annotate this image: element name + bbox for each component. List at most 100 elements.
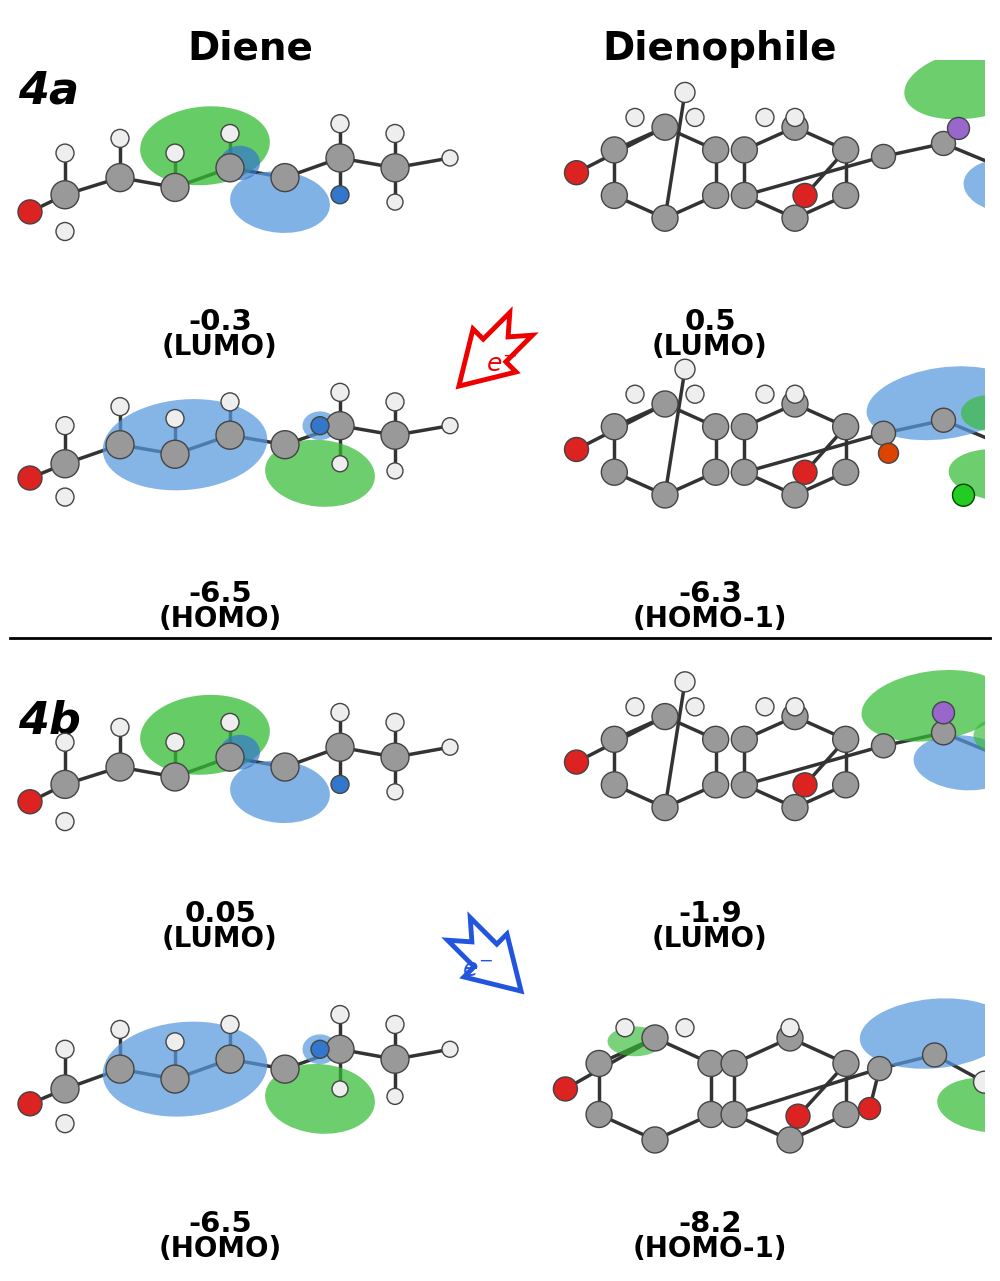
Circle shape (311, 1040, 329, 1058)
Circle shape (111, 719, 129, 737)
Circle shape (675, 359, 695, 379)
Circle shape (703, 459, 729, 485)
Circle shape (686, 698, 704, 716)
Text: Diene: Diene (187, 29, 313, 68)
Circle shape (652, 391, 678, 418)
Circle shape (111, 129, 129, 147)
Circle shape (332, 187, 348, 202)
Circle shape (331, 703, 349, 721)
Circle shape (386, 1016, 404, 1034)
Ellipse shape (220, 735, 260, 770)
Circle shape (106, 430, 134, 459)
Text: (HOMO): (HOMO) (158, 1235, 282, 1263)
Circle shape (166, 733, 184, 751)
Circle shape (601, 772, 627, 798)
Circle shape (311, 416, 329, 434)
Circle shape (166, 1032, 184, 1050)
Circle shape (932, 132, 956, 155)
Circle shape (833, 137, 859, 163)
Circle shape (387, 1089, 403, 1104)
Circle shape (387, 784, 403, 799)
Circle shape (56, 143, 74, 163)
Circle shape (51, 770, 79, 798)
Circle shape (442, 1041, 458, 1057)
Circle shape (326, 733, 354, 761)
Circle shape (652, 703, 678, 730)
Circle shape (932, 702, 954, 724)
Circle shape (601, 459, 627, 485)
Circle shape (564, 160, 588, 184)
Circle shape (652, 205, 678, 231)
Circle shape (626, 698, 644, 716)
Circle shape (974, 1071, 996, 1093)
Text: 0.05: 0.05 (184, 901, 256, 927)
Circle shape (332, 456, 348, 471)
Circle shape (777, 1127, 803, 1153)
Circle shape (626, 109, 644, 127)
Circle shape (381, 154, 409, 182)
Circle shape (381, 743, 409, 771)
Circle shape (756, 386, 774, 404)
Circle shape (923, 1043, 947, 1067)
Circle shape (386, 124, 404, 142)
Text: $e^{-}$: $e^{-}$ (486, 354, 518, 377)
Circle shape (616, 1018, 634, 1036)
Circle shape (731, 182, 757, 209)
Ellipse shape (303, 411, 338, 439)
Circle shape (703, 772, 729, 798)
Circle shape (271, 164, 299, 192)
Circle shape (872, 145, 896, 168)
Circle shape (731, 459, 757, 485)
Text: (LUMO): (LUMO) (652, 333, 768, 361)
Text: (HOMO-1): (HOMO-1) (633, 605, 787, 633)
Circle shape (686, 109, 704, 127)
Ellipse shape (220, 146, 260, 181)
Circle shape (781, 1018, 799, 1036)
Circle shape (652, 794, 678, 821)
Circle shape (675, 671, 695, 692)
Circle shape (652, 482, 678, 509)
Text: (LUMO): (LUMO) (652, 925, 768, 953)
Ellipse shape (103, 1022, 267, 1117)
Circle shape (777, 1025, 803, 1050)
Circle shape (221, 124, 239, 142)
Circle shape (833, 1102, 859, 1127)
Circle shape (586, 1102, 612, 1127)
Circle shape (872, 734, 896, 758)
Circle shape (676, 1018, 694, 1036)
Circle shape (56, 1040, 74, 1058)
Circle shape (782, 482, 808, 509)
Circle shape (106, 1056, 134, 1084)
Ellipse shape (103, 400, 267, 491)
Ellipse shape (904, 47, 1000, 119)
Circle shape (952, 484, 974, 506)
Circle shape (932, 409, 956, 432)
Circle shape (601, 414, 627, 439)
Circle shape (271, 430, 299, 459)
Circle shape (161, 763, 189, 790)
Circle shape (18, 790, 42, 813)
Circle shape (331, 383, 349, 401)
Circle shape (731, 137, 757, 163)
Text: -6.5: -6.5 (188, 1211, 252, 1237)
Circle shape (703, 182, 729, 209)
Circle shape (703, 414, 729, 439)
Text: -0.3: -0.3 (188, 307, 252, 336)
Circle shape (326, 1035, 354, 1063)
Circle shape (731, 772, 757, 798)
Circle shape (564, 751, 588, 774)
Text: -6.5: -6.5 (188, 580, 252, 608)
Circle shape (56, 488, 74, 506)
Circle shape (161, 173, 189, 201)
Circle shape (442, 739, 458, 756)
Circle shape (56, 223, 74, 241)
Circle shape (221, 393, 239, 411)
Circle shape (731, 414, 757, 439)
Circle shape (111, 1021, 129, 1039)
Ellipse shape (140, 694, 270, 775)
Ellipse shape (996, 154, 1000, 193)
Circle shape (988, 501, 1000, 523)
Circle shape (442, 418, 458, 434)
Ellipse shape (265, 1065, 375, 1134)
Circle shape (271, 753, 299, 781)
